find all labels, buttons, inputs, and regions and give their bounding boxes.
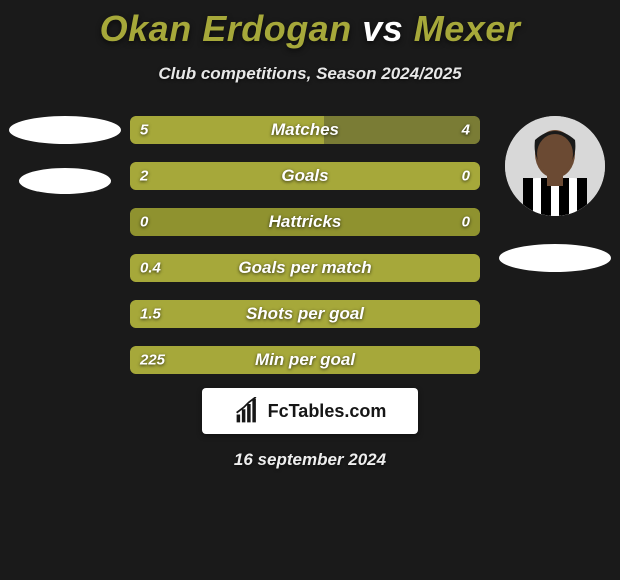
title-vs: vs [362,8,403,49]
stat-label: Matches [271,120,339,140]
main-grid: Matches 5 4 Goals 2 0 Hattricks 0 0 Goals per mat… [0,116,620,374]
player1-avatar-column [0,116,130,194]
stat-label: Goals per match [238,258,371,278]
source-badge-text: FcTables.com [268,401,387,422]
player2-avatar-shadow [499,244,611,272]
stat-value-left: 1.5 [140,306,161,323]
player2-avatar-image [505,116,605,216]
stat-value-right: 4 [462,122,470,139]
stat-label: Min per goal [255,350,355,370]
date-text: 16 september 2024 [234,450,386,470]
stat-label: Hattricks [269,212,342,232]
footer: FcTables.com 16 september 2024 [0,388,620,470]
stat-label: Shots per goal [246,304,364,324]
stat-value-left: 5 [140,122,148,139]
stat-bar: Min per goal 225 [130,346,480,374]
title-player2: Mexer [414,8,521,49]
stat-bar: Matches 5 4 [130,116,480,144]
subtitle: Club competitions, Season 2024/2025 [0,64,620,84]
stat-value-right: 0 [462,214,470,231]
stat-bars: Matches 5 4 Goals 2 0 Hattricks 0 0 Goals per mat… [130,116,490,374]
stat-value-left: 0 [140,214,148,231]
stat-value-left: 225 [140,352,165,369]
stat-bar: Goals per match 0.4 [130,254,480,282]
fctables-logo-icon [234,397,262,425]
player1-avatar-placeholder-1 [9,116,121,144]
stat-label: Goals [281,166,328,186]
stat-value-left: 2 [140,168,148,185]
player2-avatar [505,116,605,216]
player2-avatar-column [490,116,620,272]
source-badge: FcTables.com [202,388,418,434]
title-player1: Okan Erdogan [100,8,352,49]
stat-value-left: 0.4 [140,260,161,277]
player1-avatar-placeholder-2 [19,168,111,194]
stat-value-right: 0 [462,168,470,185]
stat-bar: Shots per goal 1.5 [130,300,480,328]
stat-bar: Goals 2 0 [130,162,480,190]
comparison-infographic: Okan Erdogan vs Mexer Club competitions,… [0,0,620,470]
page-title: Okan Erdogan vs Mexer [0,8,620,50]
stat-bar: Hattricks 0 0 [130,208,480,236]
